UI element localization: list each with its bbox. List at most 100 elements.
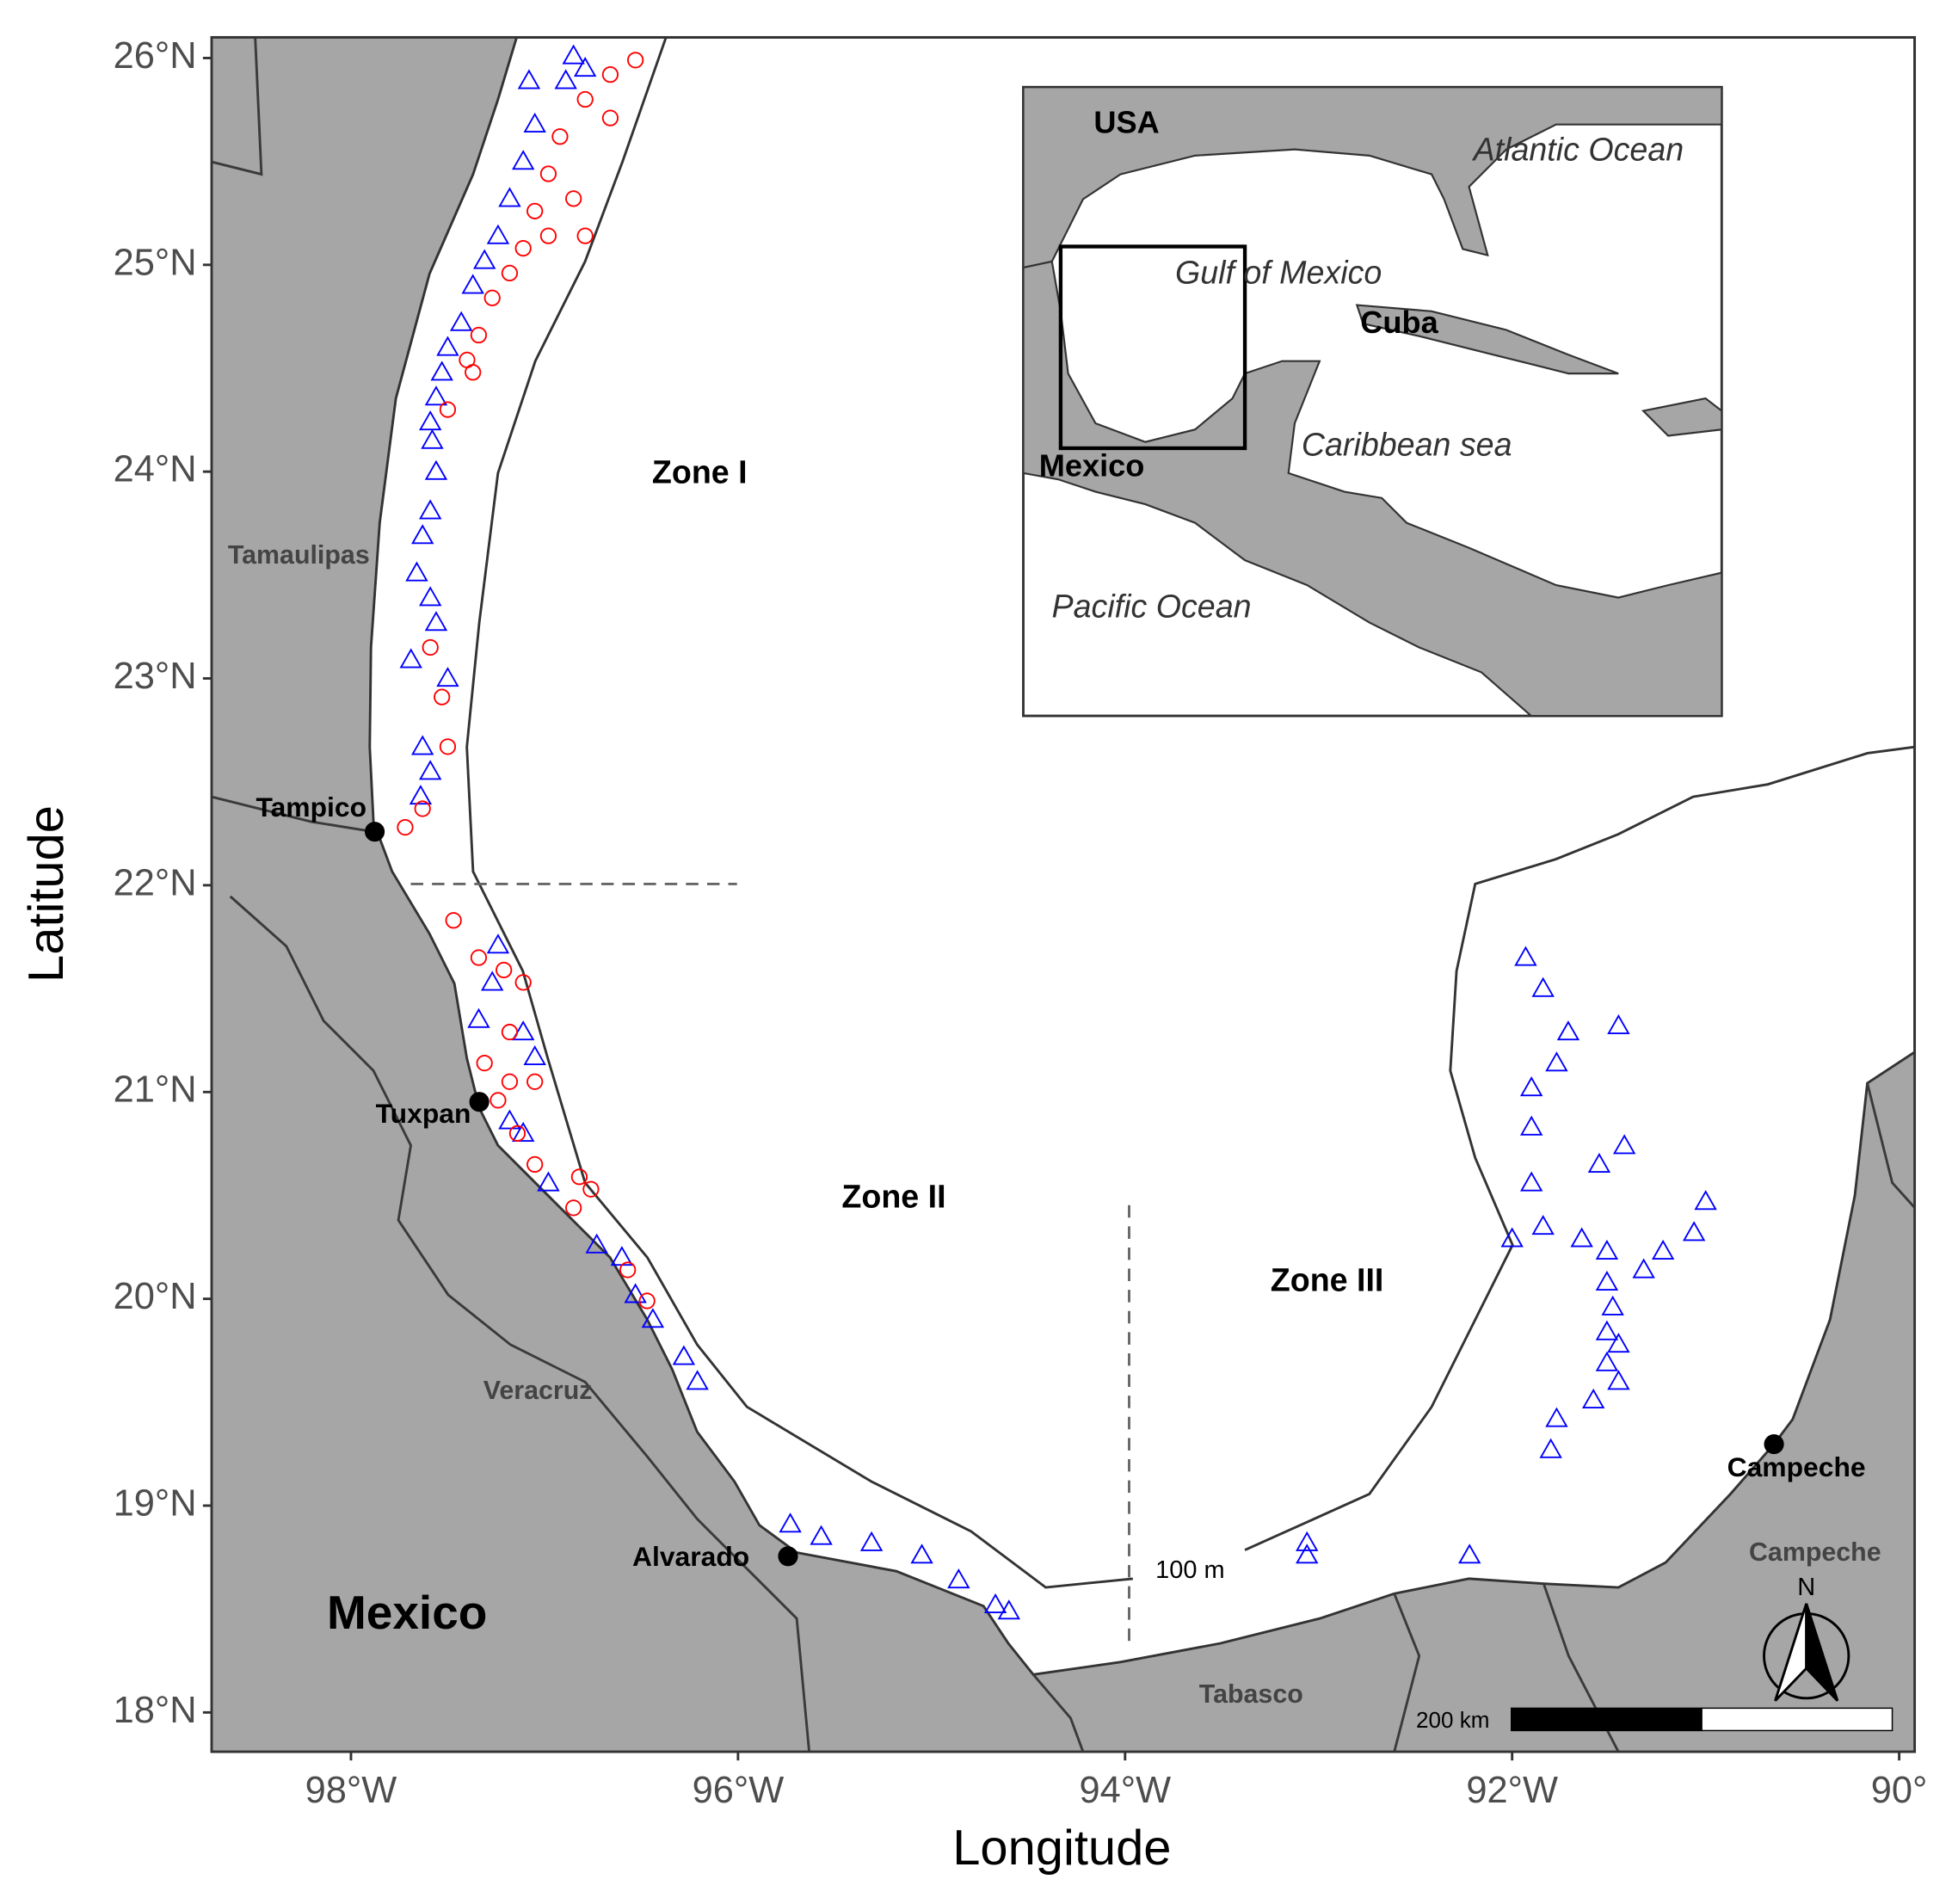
city-dot xyxy=(364,822,385,842)
city-label: Campeche xyxy=(1727,1451,1866,1482)
triangle-point xyxy=(436,667,459,687)
inset-label: Pacific Ocean xyxy=(1052,588,1252,625)
triangle-point xyxy=(859,1531,884,1551)
circle-point xyxy=(476,1054,493,1072)
triangle-point xyxy=(411,735,434,755)
circle-point xyxy=(501,264,519,282)
circle-point xyxy=(539,165,557,182)
x-tick-label: 92°W xyxy=(1466,1770,1558,1811)
circle-point xyxy=(422,638,439,656)
triangle-point xyxy=(419,586,442,607)
circle-point xyxy=(601,109,619,126)
circle-point xyxy=(526,1155,544,1174)
triangle-point xyxy=(1519,1171,1543,1192)
triangle-point xyxy=(449,311,473,331)
circle-point xyxy=(439,738,457,755)
north-arrow xyxy=(1805,1603,1839,1702)
circle-point xyxy=(539,227,557,244)
triangle-point xyxy=(523,1044,546,1066)
triangle-point xyxy=(624,1283,647,1303)
triangle-point xyxy=(419,499,442,520)
triangle-point xyxy=(585,1233,608,1254)
triangle-point xyxy=(1595,1270,1619,1291)
triangle-point xyxy=(573,56,597,77)
zone-label: Zone II xyxy=(841,1178,945,1214)
inset-land xyxy=(1641,397,1723,437)
triangle-point xyxy=(399,648,422,669)
inset-land xyxy=(1022,86,1723,269)
city-dots xyxy=(364,822,1784,1567)
triangle-point xyxy=(409,785,433,805)
triangle-point xyxy=(1694,1190,1717,1211)
triangle-point xyxy=(430,360,453,381)
triangle-point xyxy=(672,1345,696,1365)
triangle-point xyxy=(424,459,448,480)
triangle-point xyxy=(1595,1320,1619,1340)
map-panel: Zone I Zone II Zone III Tamaulipas Verac… xyxy=(212,37,1915,1753)
triangle-point xyxy=(1607,1370,1630,1390)
city-dot xyxy=(778,1546,798,1567)
circle-point xyxy=(565,1199,582,1217)
triangle-point xyxy=(461,274,484,294)
circle-point xyxy=(483,289,501,306)
circle-point xyxy=(397,818,414,836)
circle-point xyxy=(526,202,544,219)
triangle-point xyxy=(1296,1544,1319,1564)
inset-study-box xyxy=(1058,244,1247,451)
triangle-point xyxy=(498,187,521,207)
triangle-point xyxy=(1296,1531,1319,1551)
y-axis-title: Latitude xyxy=(19,805,74,983)
state-label: Campeche xyxy=(1749,1537,1881,1567)
circle-point xyxy=(627,52,644,69)
triangle-point xyxy=(641,1308,665,1328)
triangle-point xyxy=(424,385,448,406)
y-tick-label: 20°N xyxy=(114,1276,197,1317)
data-points xyxy=(397,44,1717,1620)
triangle-point xyxy=(1607,1014,1630,1034)
triangle-point xyxy=(486,224,510,244)
inset-land xyxy=(1355,304,1619,375)
circle-point xyxy=(638,1292,656,1309)
y-tick-label: 19°N xyxy=(114,1482,197,1524)
triangle-point xyxy=(467,1007,490,1028)
circle-point xyxy=(565,190,582,207)
triangle-point xyxy=(1556,1020,1580,1041)
north-label: N xyxy=(1797,1574,1815,1601)
triangle-point xyxy=(436,336,459,356)
triangle-point xyxy=(1581,1388,1605,1409)
triangle-point xyxy=(1682,1221,1706,1242)
circle-point xyxy=(414,800,431,817)
triangle-point xyxy=(1519,1115,1543,1136)
triangle-point xyxy=(910,1544,933,1564)
triangle-point xyxy=(1607,1333,1630,1353)
triangle-point xyxy=(1457,1544,1481,1564)
circle-point xyxy=(582,1180,600,1198)
inset-label: Gulf of Mexico xyxy=(1175,255,1382,291)
circle-point xyxy=(551,128,569,145)
y-tick-label: 18°N xyxy=(114,1690,197,1731)
y-tick-label: 23°N xyxy=(114,656,197,697)
x-axis-title: Longitude xyxy=(952,1821,1171,1876)
axes: 98°W 96°W 94°W 92°W 90° 18°N 19°N 20°N 21°N 22°N 2… xyxy=(114,35,1928,1811)
x-tick-label: 90° xyxy=(1871,1770,1928,1811)
x-tick-label: 94°W xyxy=(1079,1770,1171,1811)
triangle-point xyxy=(517,69,541,89)
state-label: Veracruz xyxy=(483,1376,593,1405)
x-tick-label: 98°W xyxy=(305,1770,397,1811)
circle-point xyxy=(496,961,513,979)
isobath-line xyxy=(1244,745,1915,1551)
triangle-point xyxy=(779,1513,802,1533)
inset-label: Caribbean sea xyxy=(1302,426,1512,462)
circle-point xyxy=(470,949,488,966)
city-label: Tampico xyxy=(256,792,367,823)
inset-label: Atlantic Ocean xyxy=(1472,131,1684,167)
y-tick-label: 26°N xyxy=(114,35,197,77)
circle-point xyxy=(501,1023,519,1041)
state-label: Tamaulipas xyxy=(228,540,370,570)
triangle-point xyxy=(1595,1351,1619,1371)
isobath-label: 100 m xyxy=(1155,1556,1224,1584)
inset-label: Mexico xyxy=(1039,448,1145,484)
triangle-point xyxy=(1651,1239,1675,1260)
scale-bar xyxy=(1511,1707,1703,1732)
